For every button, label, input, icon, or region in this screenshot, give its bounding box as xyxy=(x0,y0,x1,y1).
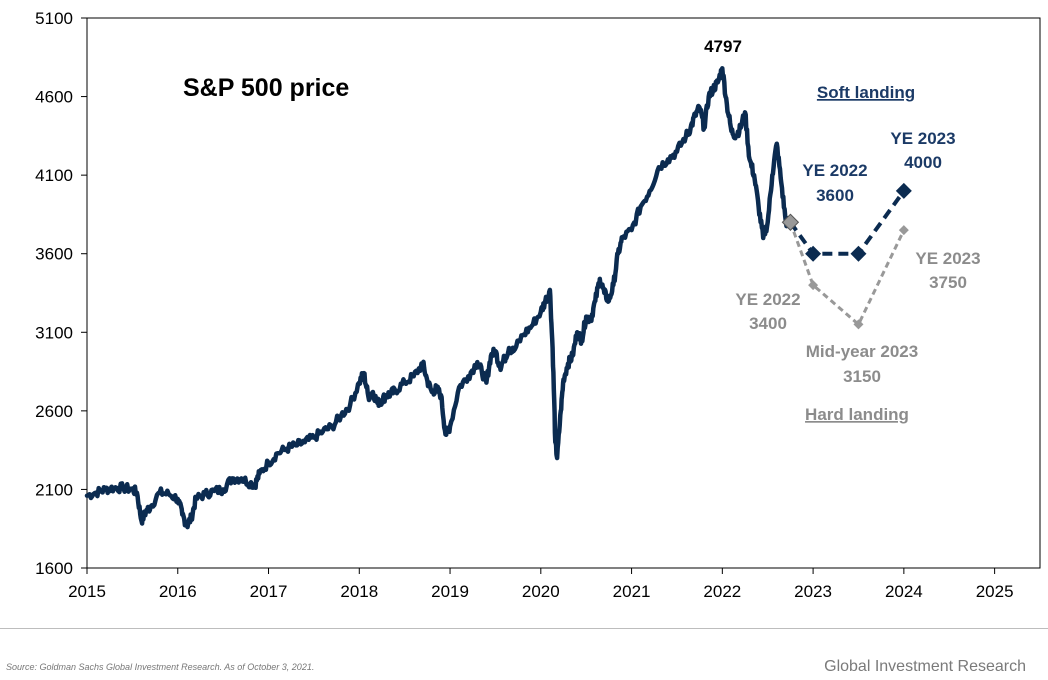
x-tick-label: 2022 xyxy=(703,582,741,601)
soft-ye2023-value: 4000 xyxy=(904,153,942,172)
y-tick-label: 4100 xyxy=(35,166,73,185)
soft-landing-line xyxy=(788,189,906,256)
soft-ye2023-label: YE 2023 xyxy=(890,129,955,148)
x-tick-label: 2019 xyxy=(431,582,469,601)
y-tick-label: 1600 xyxy=(35,559,73,578)
y-tick-label: 2600 xyxy=(35,402,73,421)
soft-landing-label: Soft landing xyxy=(817,83,915,102)
soft-landing-point xyxy=(850,245,867,262)
plot-frame xyxy=(86,17,1041,569)
peak-label: 4797 xyxy=(704,37,742,56)
footer-divider xyxy=(0,628,1048,629)
x-tick-label: 2015 xyxy=(68,582,106,601)
hard-landing-line xyxy=(788,221,906,327)
hard-midyear-value: 3150 xyxy=(843,367,881,386)
x-axis-ticks: 2015 2016 2017 2018 2019 2020 2021 2022 2023 2024… xyxy=(68,568,1014,601)
hard-ye2023-value: 3750 xyxy=(929,273,967,292)
y-axis-ticks: 1600 2100 2600 3100 3600 4100 4600 5100 xyxy=(35,9,87,578)
x-tick-label: 2017 xyxy=(250,582,288,601)
brand-label: Global Investment Research xyxy=(824,658,1026,675)
scenario-markers xyxy=(781,182,912,330)
x-tick-label: 2025 xyxy=(976,582,1014,601)
soft-landing-point xyxy=(805,245,822,262)
y-tick-label: 2100 xyxy=(35,480,73,499)
sp500-history-line xyxy=(84,66,793,530)
hard-landing-point xyxy=(898,225,909,236)
hard-landing-label: Hard landing xyxy=(805,405,909,424)
x-tick-label: 2024 xyxy=(885,582,923,601)
y-tick-label: 5100 xyxy=(35,9,73,28)
x-tick-label: 2020 xyxy=(522,582,560,601)
soft-landing-point xyxy=(895,182,912,199)
x-tick-label: 2018 xyxy=(340,582,378,601)
hard-ye2022-label: YE 2022 xyxy=(735,290,800,309)
x-tick-label: 2023 xyxy=(794,582,832,601)
source-note: Source: Goldman Sachs Global Investment … xyxy=(6,662,315,672)
y-tick-label: 4600 xyxy=(35,88,73,107)
chart-title: S&P 500 price xyxy=(183,74,349,102)
hard-ye2023-label: YE 2023 xyxy=(915,249,980,268)
soft-ye2022-label: YE 2022 xyxy=(802,161,867,180)
y-tick-label: 3100 xyxy=(35,323,73,342)
hard-landing-point xyxy=(808,280,819,291)
x-tick-label: 2016 xyxy=(159,582,197,601)
y-tick-label: 3600 xyxy=(35,245,73,264)
soft-ye2022-value: 3600 xyxy=(816,186,854,205)
hard-landing-point xyxy=(853,319,864,330)
scenario-start-point xyxy=(781,213,800,231)
hard-ye2022-value: 3400 xyxy=(749,314,787,333)
x-tick-label: 2021 xyxy=(613,582,651,601)
hard-midyear-label: Mid-year 2023 xyxy=(806,342,918,361)
